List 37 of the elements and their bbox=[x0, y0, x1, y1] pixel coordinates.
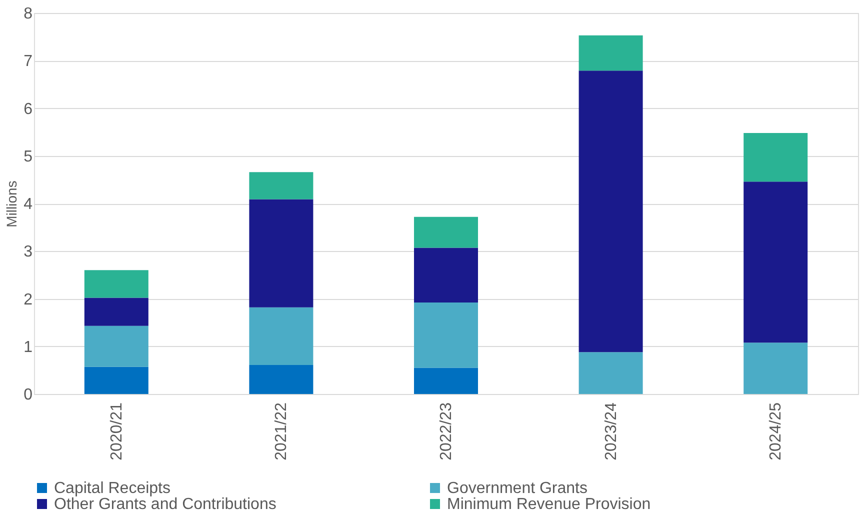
y-tick-label: 7 bbox=[24, 53, 33, 70]
bar bbox=[414, 248, 478, 303]
bar bbox=[578, 70, 643, 352]
bar bbox=[744, 342, 808, 394]
x-tick-label: 2021/22 bbox=[273, 402, 290, 460]
y-tick-label: 2 bbox=[24, 291, 33, 308]
bar bbox=[414, 368, 478, 394]
bar bbox=[84, 366, 148, 394]
bar bbox=[249, 172, 314, 200]
y-axis-title: Millions bbox=[4, 180, 20, 228]
bar bbox=[414, 302, 478, 368]
legend-label: Government Grants bbox=[447, 480, 588, 497]
bar bbox=[744, 133, 808, 182]
legend-label: Minimum Revenue Provision bbox=[447, 496, 651, 513]
y-tick-label: 4 bbox=[24, 196, 33, 213]
bar bbox=[249, 307, 314, 365]
y-tick-label: 5 bbox=[24, 148, 33, 166]
y-tick-label: 1 bbox=[24, 338, 33, 356]
x-tick-label: 2020/21 bbox=[108, 402, 126, 460]
bar bbox=[414, 216, 478, 248]
bar bbox=[578, 352, 643, 394]
bar bbox=[84, 298, 148, 326]
y-tick-label: 6 bbox=[24, 100, 33, 118]
x-tick-label: 2024/25 bbox=[768, 402, 785, 460]
bar bbox=[249, 199, 314, 308]
y-tick-label: 8 bbox=[24, 6, 33, 22]
bar bbox=[84, 326, 148, 367]
x-tick-label: 2022/23 bbox=[438, 402, 455, 460]
x-tick-label: 2023/24 bbox=[602, 402, 620, 460]
y-tick-label: 3 bbox=[24, 244, 33, 261]
bar bbox=[578, 35, 643, 71]
bar bbox=[744, 182, 808, 343]
legend-label: Other Grants and Contributions bbox=[54, 496, 276, 513]
y-tick-label: 0 bbox=[24, 386, 33, 404]
legend-label: Capital Receipts bbox=[54, 480, 170, 497]
bar bbox=[84, 270, 148, 298]
bar bbox=[249, 364, 314, 394]
